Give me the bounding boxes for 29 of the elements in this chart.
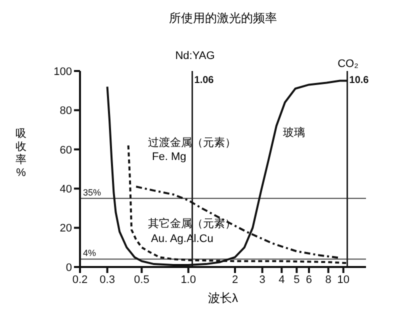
x-tick-label: 0.5 [134, 274, 150, 286]
annotation: 过渡金属（元素） [148, 136, 236, 150]
text: Nd:YAG [174, 50, 216, 62]
ref-line-label: 10.6 [349, 75, 370, 86]
x-tick-label: 0.2 [72, 274, 88, 286]
y-tick-label: 100 [54, 66, 72, 78]
ref-line-label: 4% [83, 248, 96, 258]
annotation: 玻璃 [283, 126, 305, 140]
x-tick-label: 1.0 [180, 274, 196, 286]
x-tick-label: 2 [232, 274, 238, 286]
chart-title: 所使用的激光的频率 [168, 10, 278, 27]
y-tick-label: 60 [60, 144, 72, 156]
x-tick-label: 5 [294, 274, 300, 286]
x-tick-label: 3 [259, 274, 266, 286]
y-axis-title: 吸收率% [14, 128, 28, 180]
x-tick-label: 4 [278, 274, 285, 286]
x-axis-title: 波长λ [207, 290, 239, 307]
y-tick-label: 0 [66, 262, 72, 274]
ref-line-label: 35% [83, 187, 102, 198]
x-tick-label: 10 [337, 274, 350, 286]
annotation: Fe. Mg [152, 151, 186, 163]
y-tick-label: 40 [60, 184, 72, 196]
ref-line-label: 1.06 [194, 75, 214, 86]
y-tick-label: 80 [60, 105, 72, 118]
text: CO₂ [336, 58, 360, 70]
x-tick-label: 0.3 [100, 274, 115, 286]
x-tick-label: 6 [306, 274, 312, 286]
y-tick-label: 20 [60, 222, 72, 235]
x-tick-label: 8 [325, 274, 332, 286]
